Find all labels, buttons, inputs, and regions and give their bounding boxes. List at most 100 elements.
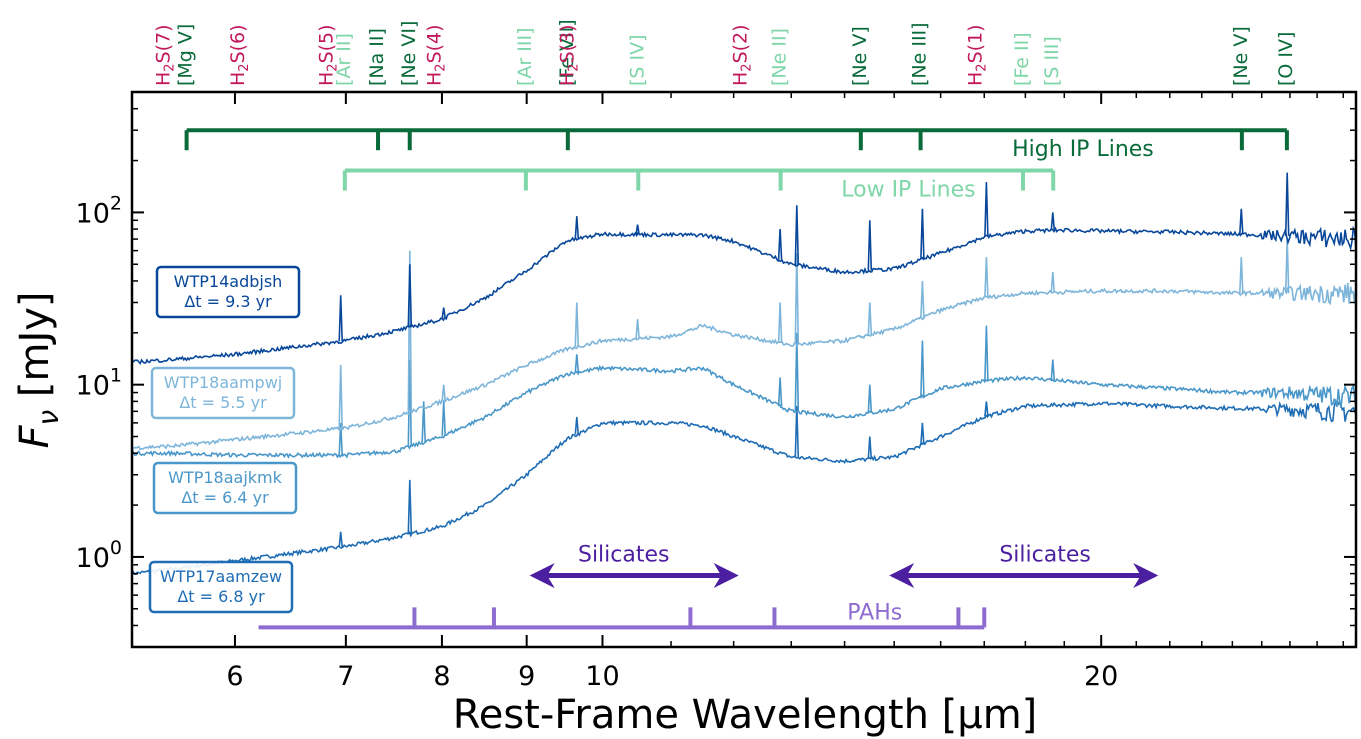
emission-peak-WTP18aajkmk-4 xyxy=(574,354,580,373)
line-id-label: H2S(4) xyxy=(424,24,449,86)
emission-peak-WTP17aamzew-3 xyxy=(794,406,800,458)
emission-peak-WTP18aampwj-10 xyxy=(1050,272,1056,293)
legend-delta-t: Δt = 6.8 yr xyxy=(177,587,265,606)
emission-peak-WTP18aampwj-12 xyxy=(1284,239,1290,294)
legend-delta-t: Δt = 5.5 yr xyxy=(179,393,267,412)
emission-peak-WTP14adbjsh-10 xyxy=(1050,212,1056,231)
line-id-label: [Ar II] xyxy=(333,33,355,86)
series-line-WTP17aamzew xyxy=(132,399,1356,576)
bracket-label: Low IP Lines xyxy=(841,178,975,203)
x-tick-label: 6 xyxy=(226,661,243,692)
x-tick-label: 7 xyxy=(337,661,354,692)
emission-peak-WTP18aampwj-11 xyxy=(1239,257,1244,294)
bracket-label: High IP Lines xyxy=(1012,137,1154,162)
series-line-WTP18aajkmk xyxy=(132,364,1356,459)
emission-peak-WTP18aajkmk-10 xyxy=(1050,359,1056,381)
line-id-label: [Ne II] xyxy=(769,28,791,86)
x-tick-label: 10 xyxy=(585,661,619,692)
emission-peak-WTP18aampwj-2 xyxy=(441,384,446,401)
emission-peak-WTP14adbjsh-12 xyxy=(1284,172,1290,236)
line-id-label: [Fe VII] xyxy=(556,19,578,86)
emission-peak-WTP17aamzew-5 xyxy=(920,422,925,445)
emission-peak-WTP18aampwj-6 xyxy=(794,253,800,345)
legend-name: WTP14adbjsh xyxy=(174,272,283,291)
series-layer xyxy=(132,172,1356,576)
emission-peak-WTP14adbjsh-7 xyxy=(867,220,873,271)
line-id-label: [S IV] xyxy=(626,34,648,86)
legend-box xyxy=(155,265,301,319)
legend-delta-t: Δt = 9.3 yr xyxy=(184,292,272,311)
emission-peak-WTP18aajkmk-2 xyxy=(421,401,426,443)
emission-peak-WTP18aajkmk-1 xyxy=(407,359,413,447)
line-id-layer: H2S(7) [Mg V] H2S(6) H2S(5)[Ar II] [Na II] [N… xyxy=(153,19,1297,86)
line-id-label: [Fe II] xyxy=(1011,32,1033,86)
emission-peak-WTP14adbjsh-4 xyxy=(635,224,640,235)
emission-peak-WTP17aamzew-4 xyxy=(867,436,873,460)
emission-peak-WTP14adbjsh-11 xyxy=(1239,208,1244,235)
arrow-layer: Silicates Silicates xyxy=(529,543,1159,589)
bracket-layer: High IP Lines Low IP Lines PAHs xyxy=(184,128,1289,630)
emission-peak-WTP18aajkmk-7 xyxy=(867,384,873,414)
line-id-label: [Na II] xyxy=(366,28,388,86)
emission-peak-WTP14adbjsh-1 xyxy=(407,264,413,328)
emission-peak-WTP18aampwj-5 xyxy=(777,302,783,344)
emission-peak-WTP18aampwj-4 xyxy=(635,319,640,339)
line-id-label: H2S(5) xyxy=(316,24,341,86)
legend-box xyxy=(148,560,294,614)
emission-peak-WTP18aampwj-9 xyxy=(984,257,989,298)
y-tick-label: 100 xyxy=(76,537,122,574)
plot-frame xyxy=(130,90,1358,649)
line-id-label: H2S(7) xyxy=(153,24,178,86)
emission-peak-WTP18aajkmk-5 xyxy=(777,377,783,407)
x-tick-label: 20 xyxy=(1084,661,1118,692)
line-id-label: [S III] xyxy=(1041,36,1063,86)
legend-box xyxy=(152,461,298,515)
emission-peak-WTP18aajkmk-0 xyxy=(338,422,343,456)
silicates-label: Silicates xyxy=(999,543,1091,568)
line-id-label: H2S(6) xyxy=(227,24,252,86)
emission-peak-WTP14adbjsh-9 xyxy=(984,182,989,237)
line-id-label: [O IV] xyxy=(1275,32,1297,86)
emission-peak-WTP18aajkmk-9 xyxy=(984,325,989,381)
emission-peak-WTP14adbjsh-6 xyxy=(794,205,800,266)
emission-peak-WTP18aampwj-7 xyxy=(867,302,873,335)
tick-layer: 6 7 8 9 10 20 100 101 102 xyxy=(76,91,1356,692)
emission-peak-WTP14adbjsh-2 xyxy=(441,307,446,319)
y-axis-label: Fν [mJy] xyxy=(12,291,65,448)
emission-peak-WTP14adbjsh-8 xyxy=(920,208,925,260)
emission-peak-WTP17aamzew-1 xyxy=(407,479,413,535)
emission-peak-WTP14adbjsh-0 xyxy=(338,295,343,342)
emission-peak-WTP17aamzew-2 xyxy=(574,416,580,435)
line-id-label: H2S(1) xyxy=(965,24,990,86)
line-id-label: [Ne III] xyxy=(909,22,931,86)
legend-name: WTP17aamzew xyxy=(160,567,282,586)
silicates-label: Silicates xyxy=(578,543,670,568)
emission-peak-WTP18aajkmk-6 xyxy=(794,332,800,412)
x-tick-label: 8 xyxy=(433,661,450,692)
emission-peak-WTP18aampwj-1 xyxy=(407,250,413,413)
line-id-label: [Ar III] xyxy=(514,28,536,86)
emission-peak-WTP18aajkmk-8 xyxy=(920,340,925,397)
legend-box xyxy=(150,366,296,420)
emission-peak-WTP17aamzew-6 xyxy=(984,401,989,417)
x-tick-label: 9 xyxy=(518,661,535,692)
y-tick-label: 102 xyxy=(76,192,122,229)
emission-peak-WTP18aajkmk-3 xyxy=(441,401,446,436)
emission-peak-WTP14adbjsh-3 xyxy=(574,216,580,240)
line-id-label: [Ne V] xyxy=(1230,26,1252,86)
series-line-WTP18aampwj xyxy=(132,282,1356,451)
line-id-label: [Ne VI] xyxy=(398,21,420,86)
emission-peak-WTP17aamzew-0 xyxy=(338,531,343,548)
x-axis-label: Rest-Frame Wavelength [μm] xyxy=(453,692,1038,738)
line-id-label: [Mg V] xyxy=(175,24,197,86)
line-id-label: [Ne V] xyxy=(849,26,871,86)
bracket-label: PAHs xyxy=(847,600,902,625)
legend-name: WTP18aampwj xyxy=(164,373,282,392)
emission-peak-WTP18aampwj-3 xyxy=(574,302,580,347)
series-line-WTP14adbjsh xyxy=(132,225,1356,366)
legend-name: WTP18aajkmk xyxy=(168,468,283,487)
emission-peak-WTP18aampwj-8 xyxy=(920,280,925,318)
line-id-label: H2S(3) xyxy=(557,24,582,86)
